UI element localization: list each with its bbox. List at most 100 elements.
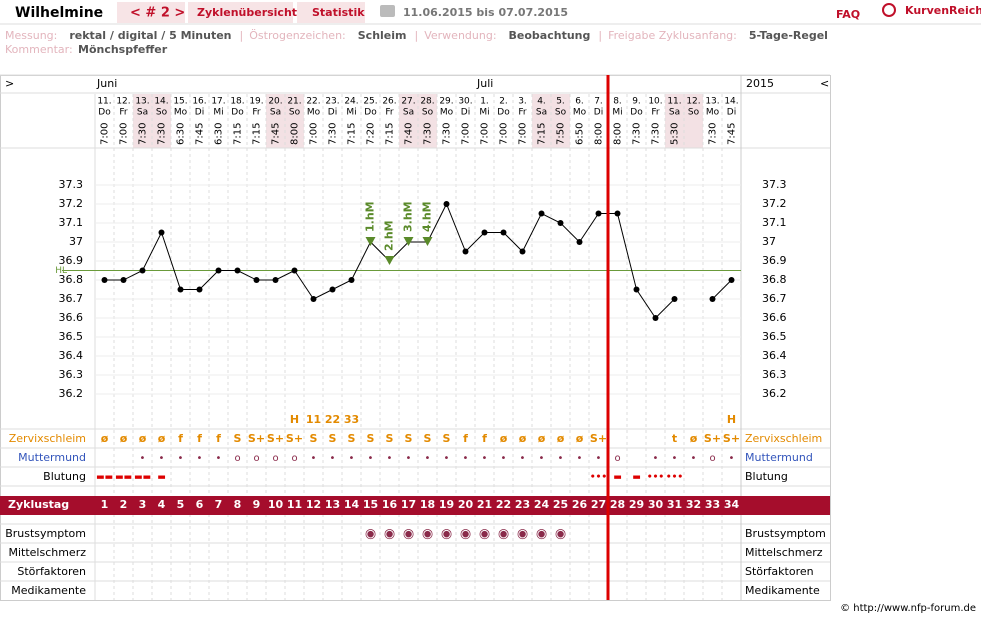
row-value: ▬▬ xyxy=(134,473,151,483)
weekend-shade xyxy=(133,94,152,148)
row-value: 25 xyxy=(553,498,568,511)
cycle-nav[interactable]: < # 2 > xyxy=(130,6,185,21)
date: 26. xyxy=(382,97,396,107)
row-label: Blutung xyxy=(745,470,788,483)
row-value: ◉ xyxy=(460,527,471,542)
date: 14. xyxy=(154,97,168,107)
row-value: 24 xyxy=(534,498,550,511)
time: 8:00 xyxy=(613,123,624,145)
weekday: So xyxy=(555,108,567,118)
row-label: Zyklustag xyxy=(8,498,69,511)
weekday: Di xyxy=(328,108,337,118)
time: 7:40 xyxy=(404,123,415,145)
weekend-shade xyxy=(285,94,304,148)
date: 23. xyxy=(325,97,339,107)
setting-label: Messung: xyxy=(5,29,57,42)
date: 20. xyxy=(268,97,282,107)
row-value: ••• xyxy=(666,473,683,483)
peak-label: 2.hM xyxy=(383,220,396,251)
date: 3. xyxy=(518,97,527,107)
row-value: • xyxy=(672,453,678,464)
row-value: ◉ xyxy=(498,527,509,542)
weekday: Mi xyxy=(612,108,622,118)
weekday: Sa xyxy=(270,108,281,118)
time: 7:00 xyxy=(480,123,491,145)
weekday: So xyxy=(289,108,301,118)
row-value: 16 xyxy=(382,498,398,511)
faq-link[interactable]: FAQ xyxy=(836,8,860,21)
weekend-shade xyxy=(551,94,570,148)
weekend-shade xyxy=(399,94,418,148)
date: 27. xyxy=(401,97,415,107)
separator: | xyxy=(415,29,419,42)
chart-frame xyxy=(0,75,831,601)
temperature-point xyxy=(633,286,640,293)
temperature-point xyxy=(576,239,583,245)
tab[interactable]: Statistik xyxy=(312,6,365,19)
time: 7:00 xyxy=(119,123,130,145)
date: 13. xyxy=(705,97,719,107)
date: 1. xyxy=(480,97,489,107)
weekday: Mo xyxy=(307,108,321,118)
date: 13. xyxy=(135,97,149,107)
y-tick-label: 37.3 xyxy=(762,178,787,191)
marker: 22 xyxy=(325,413,340,426)
weekday: Di xyxy=(461,108,470,118)
weekday: Mo xyxy=(573,108,587,118)
time: 7:00 xyxy=(100,123,111,145)
y-tick-label: 37 xyxy=(69,235,83,248)
weekend-shade xyxy=(266,94,285,148)
weekend-shade xyxy=(418,94,437,148)
row-value: 14 xyxy=(344,498,360,511)
brand[interactable]: KurvenReich xyxy=(905,4,981,17)
nav-left[interactable]: > xyxy=(5,77,14,90)
temperature-point xyxy=(652,315,659,321)
weekday: Do xyxy=(497,108,510,118)
tab-bg xyxy=(297,2,365,23)
row-value: S xyxy=(386,432,394,445)
weekday: Mi xyxy=(346,108,356,118)
row-value: • xyxy=(349,453,355,464)
temperature-point xyxy=(215,267,222,274)
temperature-point xyxy=(196,286,203,293)
comment-label: Kommentar: xyxy=(5,43,73,56)
row-value: ◉ xyxy=(441,527,452,542)
weekday: Di xyxy=(727,108,736,118)
row-value: 33 xyxy=(705,498,720,511)
row-value: S+ xyxy=(286,432,303,445)
weekend-shade xyxy=(684,94,703,148)
row-value: S+ xyxy=(267,432,284,445)
weekday: Mi xyxy=(213,108,223,118)
row-value: f xyxy=(463,432,468,445)
time: 7:15 xyxy=(252,123,263,145)
row-value: • xyxy=(444,453,450,464)
user-name: Wilhelmine xyxy=(15,5,103,21)
nav-right[interactable]: < xyxy=(820,77,829,90)
time: 7:45 xyxy=(727,123,738,145)
row-value: • xyxy=(520,453,526,464)
row-label: Blutung xyxy=(43,470,86,483)
row-value: • xyxy=(387,453,393,464)
row-value: S xyxy=(329,432,337,445)
row-value: ◉ xyxy=(403,527,414,542)
row-value: 11 xyxy=(287,498,302,511)
print-icon[interactable] xyxy=(380,5,395,17)
row-value: ▬▬ xyxy=(96,473,113,483)
date: 12. xyxy=(686,97,700,107)
temperature-point xyxy=(272,277,279,283)
tab[interactable]: Zyklenübersicht xyxy=(197,6,297,19)
time: 7:00 xyxy=(518,123,529,145)
row-label: Mittelschmerz xyxy=(8,546,86,559)
row-value: 5 xyxy=(177,498,185,511)
row-value: ø xyxy=(690,432,698,445)
row-value: ø xyxy=(576,432,584,445)
temperature-point xyxy=(671,296,678,302)
weekday: Mo xyxy=(174,108,188,118)
row-value: • xyxy=(368,453,374,464)
weekday: Fr xyxy=(119,108,128,118)
row-value: • xyxy=(729,453,735,464)
time: 7:30 xyxy=(423,123,434,145)
y-tick-label: 36.7 xyxy=(59,292,84,305)
row-value: ø xyxy=(139,432,147,445)
